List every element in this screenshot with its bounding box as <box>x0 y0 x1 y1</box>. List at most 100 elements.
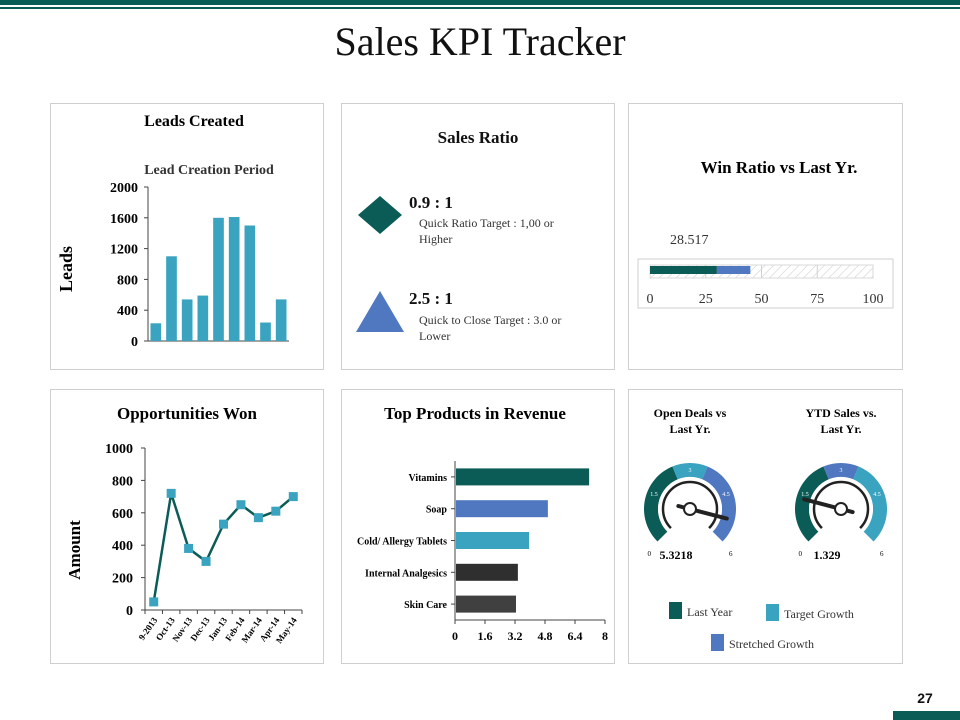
quick-ratio-desc-2: Higher <box>419 232 453 246</box>
leads-chart-title: Lead Creation Period <box>144 163 274 178</box>
opportunities-point <box>236 500 246 510</box>
products-category-label: Internal Analgesics <box>365 568 447 579</box>
leads-bar <box>275 299 287 341</box>
leads-y-tick-label: 400 <box>117 304 138 319</box>
legend-swatch <box>669 602 682 619</box>
sales-ratio-title: Sales Ratio <box>437 128 519 147</box>
opportunities-point <box>219 519 228 529</box>
win-ratio-title: Win Ratio vs Last Yr. <box>701 158 858 177</box>
win-ratio-bar <box>716 266 751 274</box>
legend-label: Last Year <box>687 605 732 619</box>
gauge-max-label: 6 <box>880 550 884 558</box>
opportunities-title: Opportunities Won <box>117 404 258 423</box>
gauge-min-label: 0 <box>798 550 802 558</box>
products-x-tick-label: 4.8 <box>538 629 553 643</box>
leads-y-axis-label: Leads <box>56 246 76 292</box>
gauge-inner-gap <box>658 477 722 532</box>
sales-ratio-panel: Sales Ratio 0.9 : 1 Quick Ratio Target :… <box>341 103 615 370</box>
gauge-band <box>853 466 887 542</box>
opportunities-y-tick-label: 800 <box>112 474 133 489</box>
sales-ratio-shapes <box>356 196 404 332</box>
close-ratio-desc-1: Quick to Close Target : 3.0 or <box>419 313 562 327</box>
leads-bar <box>150 323 162 341</box>
gauge-title-line-2: Last Yr. <box>820 422 861 436</box>
opportunities-y-tick-label: 200 <box>112 572 133 587</box>
win-ratio-x-tick-label: 0 <box>647 292 654 307</box>
products-category-label: Skin Care <box>404 600 447 611</box>
footer-accent-bar <box>893 711 960 720</box>
opportunities-point <box>201 556 211 566</box>
legend-label: Target Growth <box>784 607 854 621</box>
leads-bar <box>197 295 209 341</box>
top-accent-line <box>0 7 960 9</box>
products-panel: Top Products in Revenue Vitamins Soap Cold/… <box>341 389 615 664</box>
opportunities-point <box>184 543 194 553</box>
quick-ratio-value: 0.9 : 1 <box>409 193 453 212</box>
gauge-title-line-1: YTD Sales vs. <box>805 406 876 420</box>
gauge-hub <box>683 502 697 516</box>
win-ratio-panel: Win Ratio vs Last Yr. 28.517 0 25 50 75 100 <box>628 103 903 370</box>
products-category-label: Vitamins <box>408 473 447 484</box>
gauge-inner-ring <box>661 480 719 529</box>
legend-swatch <box>711 634 724 651</box>
close-ratio-desc-2: Lower <box>419 329 451 343</box>
products-category-label: Cold/ Allergy Tablets <box>357 537 447 548</box>
opportunities-y-tick-label: 0 <box>126 604 133 619</box>
win-ratio-x-tick-label: 75 <box>810 292 824 307</box>
products-x-tick-label: 6.4 <box>568 629 583 643</box>
products-bar <box>456 595 516 613</box>
win-ratio-x-tick-label: 50 <box>755 292 769 307</box>
products-bar <box>456 500 548 518</box>
leads-y-tick-label: 1600 <box>110 212 138 227</box>
leads-y-tick-label: 1200 <box>110 243 138 258</box>
products-x-tick-label: 3.2 <box>508 629 523 643</box>
leads-bar <box>260 322 271 341</box>
leads-y-tick-label: 2000 <box>110 181 138 196</box>
quick-ratio-desc-1: Quick Ratio Target : 1,00 or <box>419 216 554 230</box>
gauge-hub <box>834 502 848 516</box>
products-bar <box>456 468 590 486</box>
products-category-label: Soap <box>426 505 448 516</box>
opportunities-point <box>271 506 281 516</box>
gauges-panel: Open Deals vs Last Yr. 1.5 3 4.5 0 6 5.3218 YTD … <box>628 389 903 664</box>
close-ratio-value: 2.5 : 1 <box>409 289 453 308</box>
win-ratio-bar <box>650 266 717 274</box>
legend-swatch <box>766 604 779 621</box>
opportunities-y-axis-label: Amount <box>65 520 84 580</box>
gauge-band-tick-label: 4.5 <box>873 492 881 498</box>
win-ratio-x-tick-label: 100 <box>863 292 884 307</box>
gauge-band <box>795 466 829 542</box>
gauge-band-tick-label: 3 <box>689 468 692 474</box>
leads-panel: Leads Created Lead Creation Period Leads 0 4… <box>50 103 324 370</box>
page-title: Sales KPI Tracker <box>334 19 626 64</box>
opportunities-panel: Opportunities Won Amount 0 200 400 600 800 1000… <box>50 389 324 664</box>
win-ratio-chart: Win Ratio vs Last Yr. 28.517 0 25 50 75 100 <box>637 158 894 309</box>
products-x-tick-label: 8 <box>602 629 608 643</box>
opportunities-point <box>288 492 298 502</box>
gauge-band <box>644 466 678 542</box>
gauge-value-label: 1.329 <box>814 548 841 562</box>
win-ratio-value-label: 28.517 <box>670 233 709 248</box>
leads-bar <box>244 225 256 341</box>
gauge-title-line-1: Open Deals vs <box>654 406 727 420</box>
opportunities-point <box>166 488 176 498</box>
gauge-band-tick-label: 1.5 <box>801 492 809 498</box>
products-chart: Top Products in Revenue Vitamins Soap Cold/… <box>357 404 608 643</box>
win-ratio-x-tick-label: 25 <box>699 292 713 307</box>
products-x-tick-label: 1.6 <box>478 629 493 643</box>
gauge-value-label: 5.3218 <box>660 548 693 562</box>
gauges-chart: Open Deals vs Last Yr. 1.5 3 4.5 0 6 5.3218 YTD … <box>644 406 887 651</box>
opportunities-chart: Opportunities Won Amount 0 200 400 600 800 1000… <box>65 404 303 645</box>
leads-bar <box>166 256 177 341</box>
gauge-band <box>823 463 859 480</box>
opportunities-y-tick-label: 1000 <box>105 442 133 457</box>
products-bar <box>456 563 518 581</box>
gauge-inner-gap <box>809 477 873 532</box>
leads-bar <box>181 299 193 341</box>
leads-y-tick-label: 0 <box>131 335 138 350</box>
gauge-title-line-2: Last Yr. <box>669 422 710 436</box>
gauge-band <box>702 466 736 542</box>
leads-panel-title: Leads Created <box>144 113 244 130</box>
leads-chart: Leads Created Lead Creation Period Leads 0 4… <box>56 113 289 350</box>
opportunities-point <box>149 597 159 607</box>
